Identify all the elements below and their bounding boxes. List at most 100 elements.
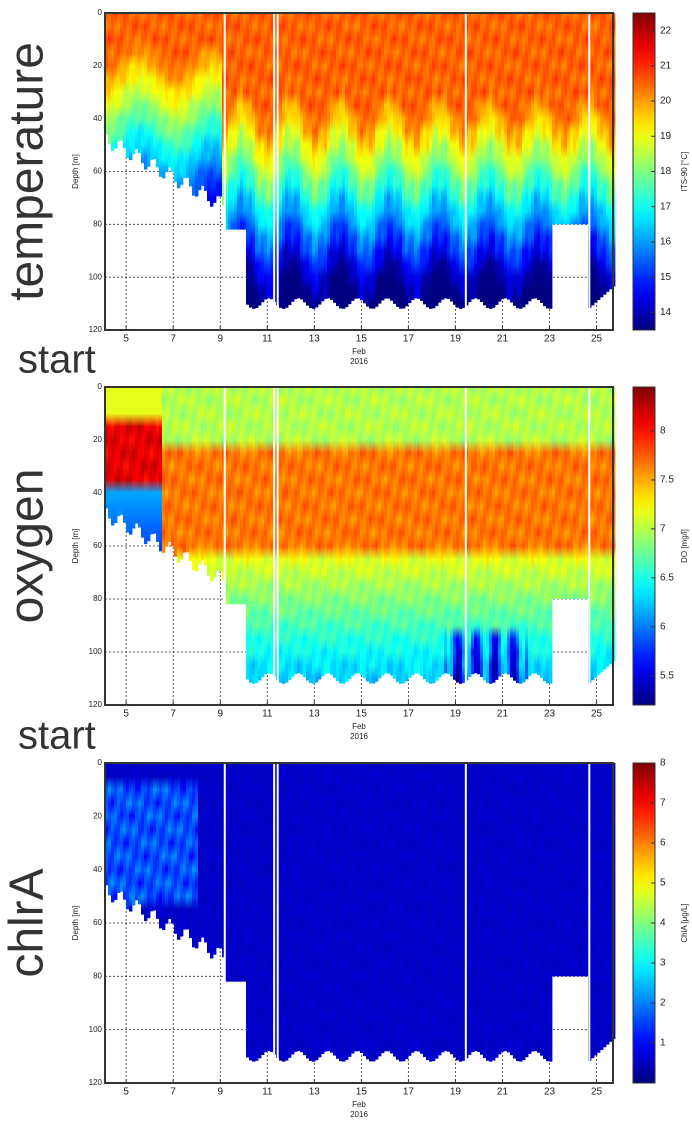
y-tick-label: 120: [89, 700, 103, 709]
colorbar-tick-label: 2: [660, 998, 666, 1009]
data-gap: [276, 387, 279, 705]
data-gap: [276, 13, 279, 330]
field-column: [291, 13, 295, 302]
field-column: [360, 387, 364, 676]
y-tick-label: 40: [93, 865, 102, 874]
field-column: [558, 763, 562, 977]
field-column: [591, 763, 595, 1059]
field-column: [474, 387, 478, 674]
field-column: [420, 763, 424, 1054]
field-column: [150, 13, 154, 160]
field-column: [384, 387, 388, 674]
colorbar-tick-label: 14: [660, 307, 672, 318]
field-column: [525, 387, 529, 680]
field-column: [165, 387, 169, 547]
field-column: [549, 763, 553, 1062]
x-tick-label: 15: [356, 1087, 368, 1098]
field-column: [441, 763, 445, 1053]
field-column: [516, 387, 520, 684]
field-column: [459, 13, 463, 309]
field-column: [420, 13, 424, 302]
field-column: [489, 13, 493, 309]
field-column: [168, 763, 172, 919]
x-axis-label: Feb: [352, 722, 366, 731]
field-column: [153, 387, 157, 534]
field-column: [381, 763, 385, 1054]
field-column: [312, 13, 316, 309]
field-column: [498, 763, 502, 1055]
field-column: [321, 763, 325, 1055]
field-column: [261, 13, 265, 303]
field-column: [360, 13, 364, 301]
field-column: [279, 763, 283, 1061]
field-column: [108, 13, 112, 145]
field-column: [282, 13, 286, 309]
y-tick-label: 0: [98, 382, 103, 391]
field-column: [426, 13, 430, 308]
field-column: [537, 13, 541, 300]
field-column: [318, 763, 322, 1058]
field-column: [486, 13, 490, 308]
field-column: [180, 763, 184, 937]
field-column: [594, 387, 598, 678]
field-column: [291, 387, 295, 677]
field-column: [432, 763, 436, 1062]
field-column: [108, 387, 112, 519]
y-tick-label: 80: [93, 971, 102, 980]
field-column: [483, 13, 487, 306]
data-gap: [464, 763, 467, 1083]
field-column: [492, 763, 496, 1061]
field-column: [132, 387, 136, 529]
field-column: [378, 13, 382, 304]
field-column: [480, 763, 484, 1055]
field-column: [528, 763, 532, 1054]
field-column: [114, 387, 118, 524]
x-tick-label: 9: [217, 334, 223, 345]
field-column: [441, 387, 445, 675]
field-column: [600, 387, 604, 673]
x-tick-label: 7: [170, 334, 176, 345]
field-column: [591, 387, 595, 681]
field-column: [243, 763, 247, 982]
data-gap: [223, 763, 226, 1083]
field-column: [213, 13, 217, 203]
field-column: [216, 13, 220, 197]
field-column: [552, 387, 556, 599]
field-column: [453, 387, 457, 680]
field-column: [288, 387, 292, 680]
x-axis-label: 2016: [350, 357, 368, 366]
plot-frame: [104, 762, 614, 1084]
colorbar-tick-label: 20: [660, 96, 672, 107]
field-column: [447, 13, 451, 300]
colorbar-tick-label: 19: [660, 131, 672, 142]
field-column: [237, 763, 241, 982]
field-column: [165, 13, 169, 173]
field-column: [606, 13, 610, 292]
field-column: [576, 13, 580, 225]
field-column: [267, 387, 271, 674]
field-column: [117, 13, 121, 142]
field-column: [171, 13, 175, 172]
data-gap: [464, 13, 467, 330]
field-column: [324, 763, 328, 1052]
field-column: [219, 387, 223, 572]
field-column: [339, 13, 343, 309]
field-column: [501, 387, 505, 674]
field-column: [318, 13, 322, 305]
field-column: [480, 13, 484, 302]
colorbar-tick-label: 6.5: [660, 572, 674, 583]
panel: 5 7 9 11 13 15 17 19 21 23 25 0 20 40 60 80 100 120 Feb201…: [1, 382, 689, 741]
field-column: [327, 13, 331, 299]
data-gap: [464, 387, 467, 705]
field-column: [246, 387, 250, 680]
field-column: [387, 13, 391, 299]
field-column: [138, 387, 142, 528]
colorbar-tick-label: 8: [660, 758, 666, 769]
field-column: [336, 763, 340, 1059]
field-column: [372, 387, 376, 684]
field-column: [603, 387, 607, 670]
field-column: [189, 13, 193, 187]
field-column: [267, 13, 271, 299]
field-column: [198, 763, 202, 942]
colorbar-tick-label: 7.5: [660, 475, 674, 486]
